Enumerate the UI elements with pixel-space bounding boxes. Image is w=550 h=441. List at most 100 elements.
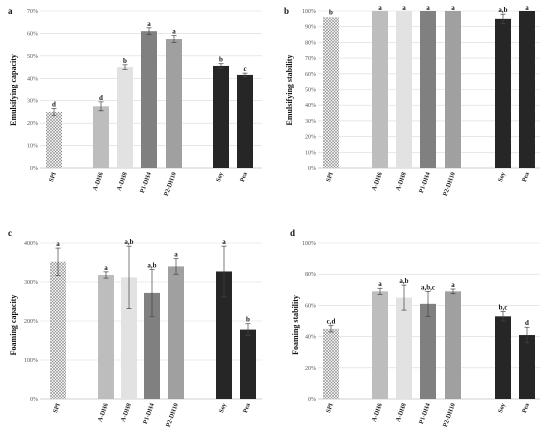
significance-letter: a,b,c — [421, 283, 435, 291]
category-label: Soy — [497, 402, 507, 414]
category-label: Pea — [521, 170, 531, 182]
significance-letter: a — [147, 20, 151, 28]
category-label: Pea — [521, 401, 531, 413]
significance-letter: a — [451, 281, 455, 289]
category-label: A-DH6 — [97, 402, 110, 422]
bar-a-dh8 — [121, 277, 137, 399]
significance-letter: a — [451, 4, 455, 12]
y-tick-label: 70% — [305, 56, 316, 62]
bar-spi — [46, 111, 62, 168]
bar-spi — [50, 261, 66, 399]
bar-pea — [519, 335, 535, 399]
y-tick-label: 0% — [30, 397, 38, 403]
y-tick-label: 300% — [24, 280, 38, 286]
bar-pea — [519, 11, 535, 168]
category-label: A-DH6 — [92, 171, 105, 191]
significance-letter: d — [99, 94, 103, 102]
y-axis-label: Emulsifying stability — [285, 55, 294, 126]
y-tick-label: 100% — [302, 241, 316, 247]
y-tick-label: 20% — [305, 135, 316, 141]
significance-letter: d — [52, 101, 56, 109]
bar-p1-dh4 — [144, 292, 160, 399]
y-tick-label: 10% — [27, 144, 38, 150]
y-tick-label: 40% — [305, 103, 316, 109]
bar-soy — [495, 18, 511, 168]
y-tick-label: 40% — [27, 76, 38, 82]
y-tick-label: 10% — [305, 150, 316, 156]
y-tick-label: 60% — [305, 303, 316, 309]
category-label: P2-DH10 — [442, 171, 457, 197]
category-label: P2-DH10 — [163, 171, 178, 197]
category-label: Pea — [242, 401, 252, 413]
y-tick-label: 0% — [308, 166, 316, 172]
y-axis-label: Emulsifying capacity — [9, 54, 18, 126]
y-tick-label: 100% — [24, 358, 38, 364]
significance-letter: a — [104, 264, 108, 272]
panel-a: 0% 10% 20% 30% 40% 50% 60% 70% a Emulsifying capa… — [8, 6, 262, 197]
significance-letter: b — [219, 56, 223, 64]
panel-b: 0% 10% 20% 30% 40% 50% 60% 70% 80% 90% 100% b Emulsi… — [284, 4, 540, 197]
bar-a-dh8 — [396, 11, 412, 168]
bar-p2-dh10 — [166, 39, 182, 169]
significance-letter: a,b — [399, 277, 408, 285]
y-tick-label: 30% — [27, 99, 38, 105]
y-tick-label: 70% — [27, 9, 38, 15]
category-label: P1-DH4 — [142, 401, 156, 425]
panel-label: a — [8, 6, 13, 16]
bar-spi — [323, 328, 339, 399]
category-label: A-DH6 — [371, 402, 384, 422]
y-tick-label: 400% — [24, 241, 38, 247]
significance-letter: a,b — [147, 262, 156, 270]
significance-letter: a,b — [498, 6, 507, 14]
category-label: SPI — [52, 402, 62, 414]
y-tick-label: 20% — [305, 366, 316, 372]
significance-letter: a — [56, 240, 60, 248]
y-axis-label: Foaming stability — [291, 295, 300, 355]
y-tick-label: 40% — [305, 335, 316, 341]
significance-letter: b — [329, 8, 333, 16]
significance-letter: a — [426, 4, 430, 12]
category-label: P1-DH4 — [418, 401, 432, 425]
category-label: P2-DH10 — [442, 402, 457, 428]
y-tick-label: 20% — [27, 121, 38, 127]
bar-soy — [213, 65, 229, 168]
y-tick-label: 50% — [305, 88, 316, 94]
category-label: Soy — [215, 171, 225, 183]
category-label: A-DH8 — [120, 402, 133, 422]
category-label: SPI — [48, 171, 58, 183]
significance-letter: a,b — [124, 238, 133, 246]
significance-letter: a — [222, 238, 226, 246]
category-label: A-DH8 — [116, 171, 129, 191]
bar-a-dh8 — [117, 67, 133, 168]
significance-letter: b,c — [499, 304, 508, 312]
bar-p1-dh4 — [420, 11, 436, 168]
y-tick-label: 0% — [308, 397, 316, 403]
significance-letter: a — [378, 4, 382, 12]
y-tick-label: 30% — [305, 119, 316, 125]
category-label: A-DH8 — [395, 402, 408, 422]
panel-label: b — [284, 6, 289, 16]
category-label: SPI — [325, 402, 335, 414]
panel-c: 0% 100% 200% 300% 400% c Foaming capacity a SPI a… — [8, 228, 262, 428]
y-tick-label: 0% — [30, 166, 38, 172]
bar-soy — [495, 316, 511, 399]
category-label: A-DH6 — [371, 171, 384, 191]
significance-letter: a — [402, 4, 406, 12]
y-tick-label: 200% — [24, 319, 38, 325]
significance-letter: b — [123, 57, 127, 65]
category-label: P1-DH4 — [139, 170, 153, 194]
bar-soy — [216, 271, 232, 399]
bar-a-dh6 — [98, 274, 114, 399]
y-tick-label: 100% — [302, 9, 316, 15]
significance-letter: a — [174, 251, 178, 259]
significance-letter: d — [525, 319, 529, 327]
category-label: A-DH8 — [395, 171, 408, 191]
significance-letter: a — [525, 4, 529, 12]
panel-label: c — [8, 228, 12, 238]
y-tick-label: 90% — [305, 25, 316, 31]
y-tick-label: 50% — [27, 54, 38, 60]
significance-letter: c,d — [327, 318, 336, 326]
category-label: Soy — [218, 402, 228, 414]
bar-p2-dh10 — [168, 266, 184, 399]
